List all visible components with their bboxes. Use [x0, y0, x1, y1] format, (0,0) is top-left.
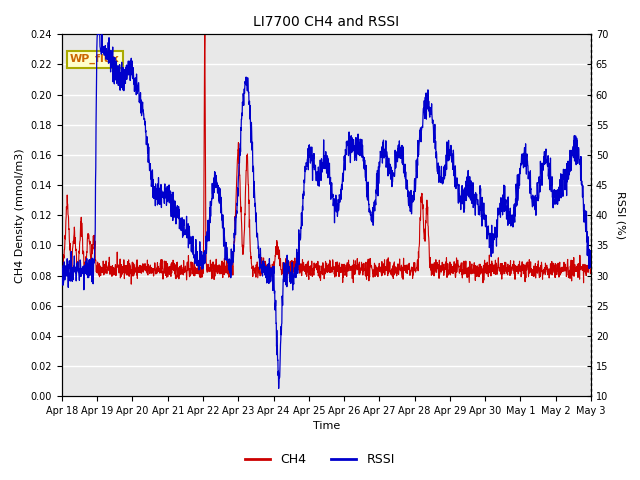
Title: LI7700 CH4 and RSSI: LI7700 CH4 and RSSI [253, 15, 399, 29]
Y-axis label: CH4 Density (mmol/m3): CH4 Density (mmol/m3) [15, 148, 25, 283]
X-axis label: Time: Time [313, 421, 340, 432]
Y-axis label: RSSI (%): RSSI (%) [615, 191, 625, 240]
Legend: CH4, RSSI: CH4, RSSI [240, 448, 400, 471]
Text: WP_flux: WP_flux [70, 54, 120, 64]
